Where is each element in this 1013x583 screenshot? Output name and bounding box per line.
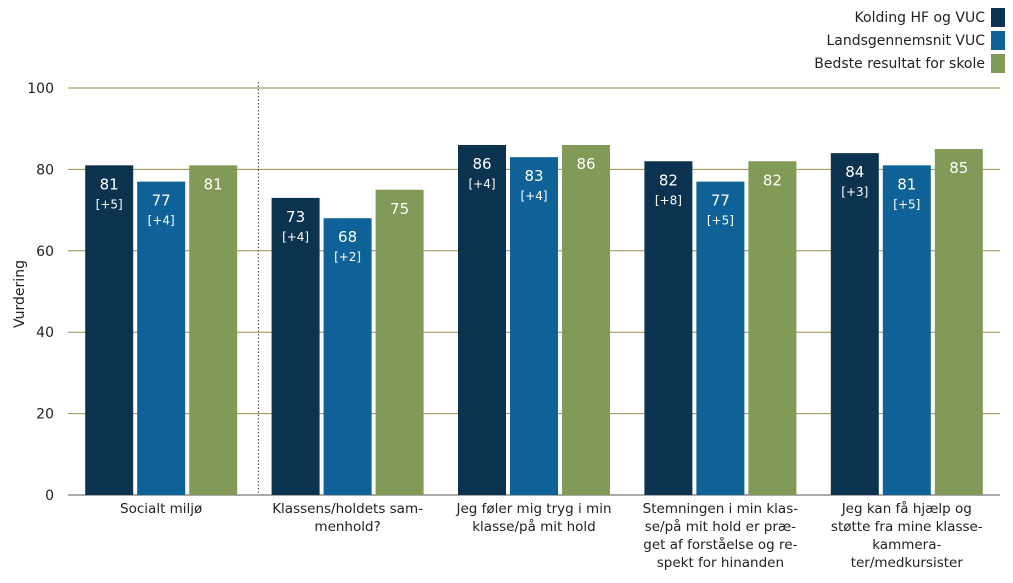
x-tick-label: Klassens/holdets sam-menhold? <box>272 501 423 535</box>
bar <box>934 149 983 496</box>
bar <box>882 165 931 495</box>
y-tick-label: 80 <box>36 162 54 178</box>
legend-swatch <box>991 31 1005 50</box>
x-tick-label: Stemningen i min klas-se/på mit hold er … <box>642 501 799 571</box>
data-label: 84 <box>845 163 864 181</box>
diff-label: [+4] <box>468 177 495 191</box>
data-label: 86 <box>576 155 595 173</box>
legend-label: Bedste resultat for skole <box>814 55 985 72</box>
x-tick-label: Jeg kan få hjælp og støtte fra mine klass… <box>830 501 983 571</box>
x-tick-label: Jeg føler mig tryg i min klasse/på mit ho… <box>456 501 612 535</box>
data-label: 86 <box>472 155 491 173</box>
y-tick-label: 100 <box>27 81 54 97</box>
data-label: 81 <box>204 175 223 193</box>
legend-swatch <box>991 54 1005 73</box>
bar <box>748 161 797 495</box>
bar <box>562 144 610 496</box>
diff-label: [+5] <box>707 214 734 228</box>
legend-item: Kolding HF og VUC <box>814 6 1005 29</box>
legend-label: Landsgennemsnit VUC <box>826 32 985 49</box>
bar <box>696 181 745 496</box>
bar <box>137 181 186 496</box>
bar <box>510 157 558 495</box>
data-label: 77 <box>711 192 730 210</box>
bar <box>458 144 506 496</box>
bar <box>323 218 372 496</box>
diff-label: [+4] <box>148 214 175 228</box>
y-tick-label: 20 <box>36 407 54 423</box>
bar <box>271 197 320 495</box>
diff-label: [+2] <box>334 250 361 264</box>
x-tick-label: Socialt miljø <box>120 501 203 517</box>
data-label: 73 <box>286 208 305 226</box>
diff-label: [+3] <box>841 185 868 199</box>
legend-swatch <box>991 8 1005 27</box>
legend-label: Kolding HF og VUC <box>854 9 985 26</box>
y-axis-label: Vurdering <box>12 260 28 328</box>
diff-label: [+5] <box>96 197 123 211</box>
bar <box>189 165 238 495</box>
data-label: 82 <box>659 171 678 189</box>
legend-item: Landsgennemsnit VUC <box>814 29 1005 52</box>
diff-label: [+4] <box>520 189 547 203</box>
data-label: 82 <box>763 171 782 189</box>
y-tick-label: 60 <box>36 244 54 260</box>
data-label: 75 <box>390 200 409 218</box>
legend-item: Bedste resultat for skole <box>814 52 1005 75</box>
data-label: 83 <box>524 167 543 185</box>
bar <box>644 161 693 495</box>
y-tick-label: 0 <box>45 488 54 504</box>
bar <box>830 153 879 495</box>
data-label: 81 <box>897 175 916 193</box>
data-label: 85 <box>949 159 968 177</box>
diff-label: [+4] <box>282 230 309 244</box>
data-label: 81 <box>100 175 119 193</box>
legend: Kolding HF og VUC Landsgennemsnit VUC Beds… <box>814 6 1005 75</box>
data-label: 68 <box>338 228 357 246</box>
diff-label: [+5] <box>893 197 920 211</box>
diff-label: [+8] <box>655 193 682 207</box>
bar <box>85 165 134 495</box>
y-tick-label: 40 <box>36 325 54 341</box>
bar <box>375 189 424 495</box>
data-label: 77 <box>152 192 171 210</box>
